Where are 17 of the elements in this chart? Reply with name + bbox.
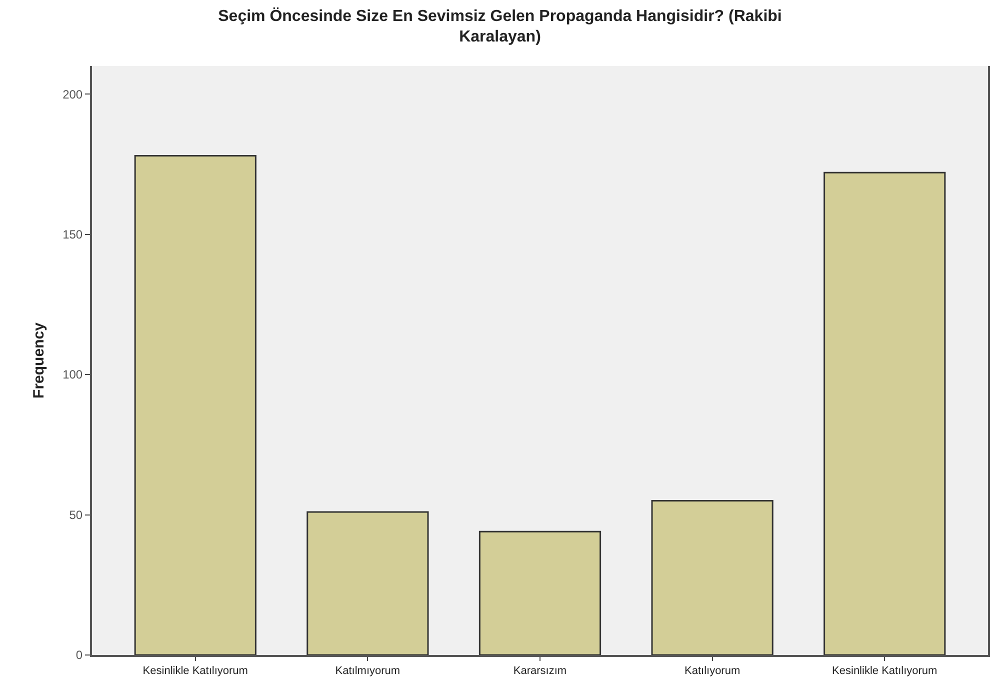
x-tick-label: Katılmıyorum <box>335 665 400 678</box>
y-tick-label: 150 <box>62 227 83 242</box>
chart-title: Seçim Öncesinde Size En Sevimsiz Gelen Propaganda Hangisidir? (Rakibi Karalayan) <box>218 6 782 46</box>
y-tick-label: 200 <box>62 87 83 102</box>
x-tick-label: Kararsızım <box>513 665 567 678</box>
y-tick-label: 0 <box>76 648 83 662</box>
bar <box>134 155 256 655</box>
x-tick-label: Kesinlikle Katılıyorum <box>832 665 938 678</box>
x-tick-label: Kesinlikle Katılıyorum <box>142 665 248 678</box>
bar <box>824 172 946 655</box>
y-axis-title: Frequency <box>30 322 48 398</box>
bar <box>478 530 602 655</box>
x-tick-label: Katılıyorum <box>684 665 740 678</box>
bar <box>306 511 429 655</box>
bar <box>651 500 774 655</box>
y-tick-label: 50 <box>69 508 83 522</box>
y-tick-label: 100 <box>62 368 83 382</box>
